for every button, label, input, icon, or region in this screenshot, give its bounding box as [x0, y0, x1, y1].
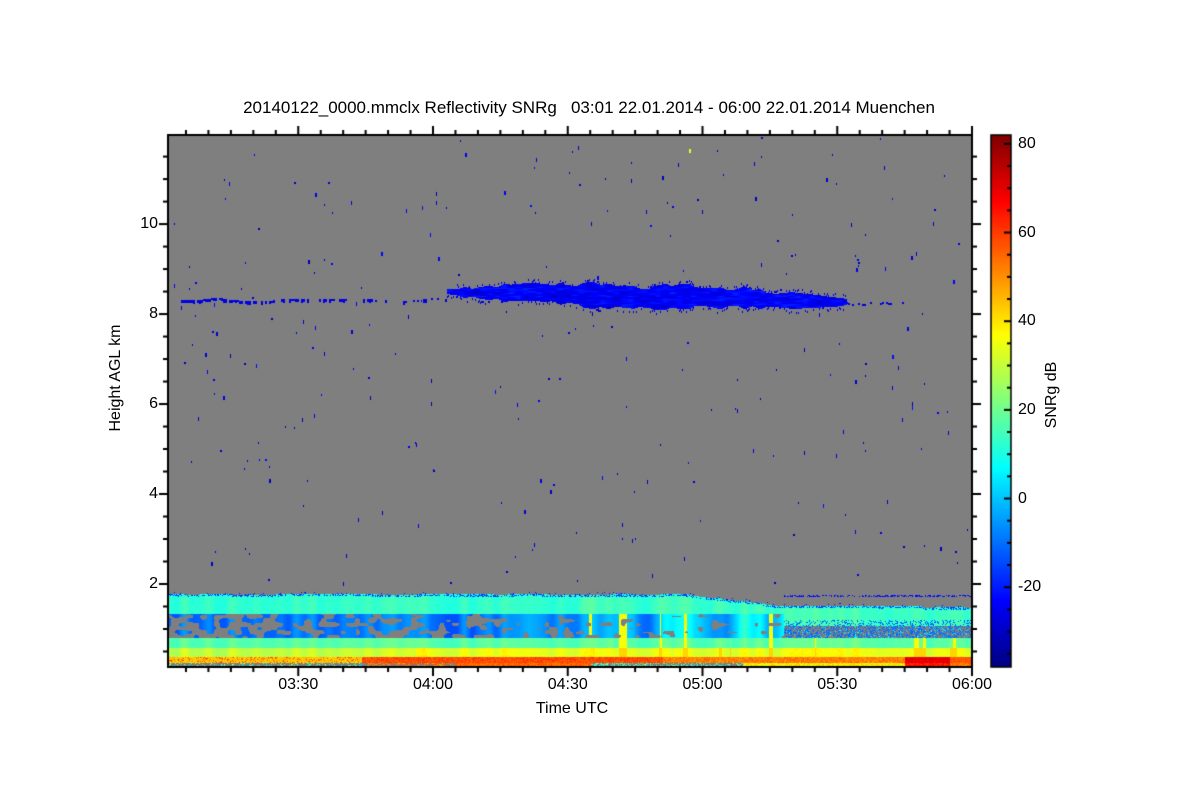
x-tick-label: 04:00 — [412, 676, 454, 693]
y-tick-label: 4 — [149, 485, 158, 503]
colorbar-tick-label: 40 — [1018, 312, 1036, 330]
colorbar-tick-label: 20 — [1018, 400, 1036, 418]
colorbar-tick-label: -20 — [1018, 578, 1042, 596]
y-tick-label: 8 — [149, 305, 158, 323]
x-tick-label: 06:00 — [951, 676, 993, 693]
x-tick-label: 04:30 — [547, 676, 588, 693]
y-tick-label: 10 — [140, 215, 158, 233]
y-axis-label: Height AGL km — [107, 324, 124, 432]
y-tick-label: 2 — [149, 574, 158, 592]
colorbar-axis-label: SNRg dB — [1043, 361, 1060, 429]
colorbar-tick-label: 60 — [1018, 223, 1036, 241]
x-tick-label: 05:00 — [682, 676, 723, 693]
x-axis-label: Time UTC — [535, 700, 609, 717]
colorbar-tick-label: 0 — [1018, 489, 1027, 507]
x-tick-label: 03:30 — [278, 676, 319, 693]
colorbar-tick-label: 80 — [1018, 134, 1036, 152]
chart-title: 20140122_0000.mmclx Reflectivity SNRg 03… — [243, 98, 935, 117]
y-tick-label: 6 — [149, 395, 158, 413]
x-tick-label: 05:30 — [817, 676, 858, 693]
